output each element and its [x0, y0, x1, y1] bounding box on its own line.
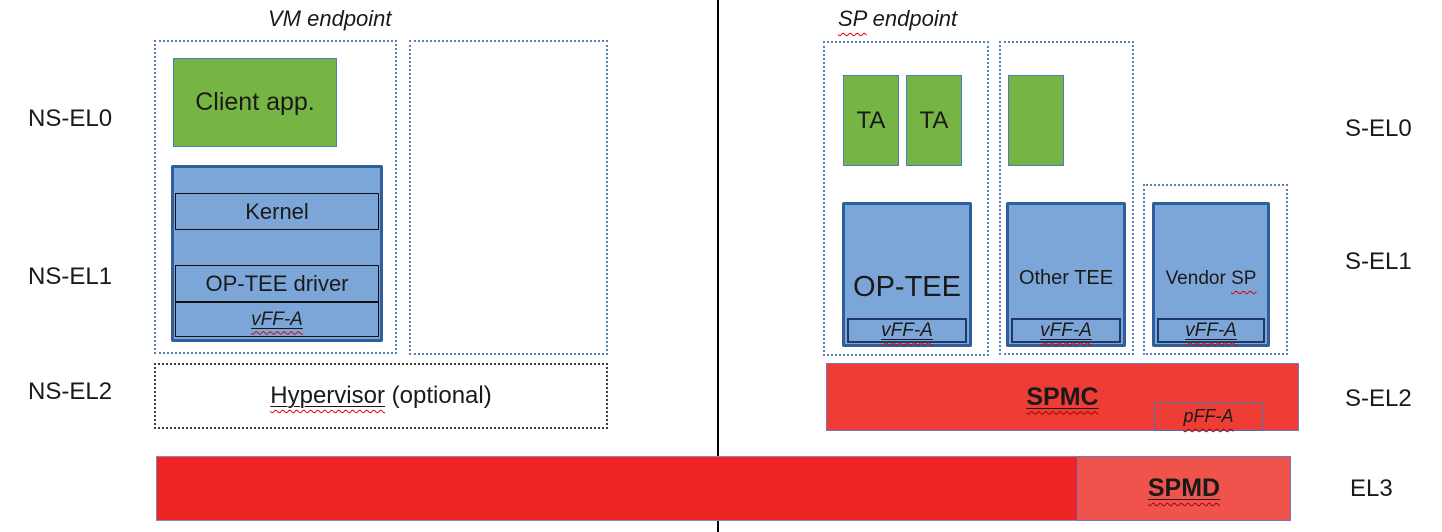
- optee-vffa-box: vFF-A: [847, 318, 967, 343]
- sp-endpoint-container-vendor-sp: [1143, 184, 1288, 355]
- optee-vffa-label: vFF-A: [881, 319, 933, 341]
- sp-endpoint-container-optee: [823, 41, 989, 356]
- vm-kernel-stack: Kernel OP-TEE driver vFF-A: [171, 165, 383, 342]
- optee-label: OP-TEE: [853, 271, 961, 303]
- level-label-ns-el1: NS-EL1: [28, 263, 113, 290]
- hypervisor-label: Hypervisor: [270, 382, 385, 409]
- ta-1-label: TA: [856, 106, 886, 134]
- vm-vffa-label: vFF-A: [251, 308, 303, 330]
- spmd-box: SPMD: [1077, 456, 1291, 521]
- optee-driver-label: OP-TEE driver: [205, 270, 349, 296]
- vendor-sp-vffa-label: vFF-A: [1185, 319, 1237, 341]
- sp-endpoint-title-rest: endpoint: [866, 6, 958, 31]
- spmc-label: SPMC: [1026, 382, 1099, 411]
- pffa-box: pFF-A: [1154, 402, 1263, 431]
- vendor-sp-label: Vendor SP: [1165, 268, 1257, 289]
- other-tee-box: Other TEE vFF-A: [1006, 202, 1126, 347]
- sp-endpoint-title: SP endpoint: [838, 6, 957, 32]
- level-label-s-el1: S-EL1: [1345, 248, 1412, 275]
- vm-endpoint-container: [154, 40, 397, 354]
- level-label-ns-el0: NS-EL0: [28, 105, 113, 132]
- spmd-label: SPMD: [1147, 474, 1221, 502]
- ta-box-1: TA: [843, 75, 899, 166]
- level-label-s-el0: S-EL0: [1345, 115, 1412, 142]
- level-label-ns-el2: NS-EL2: [28, 378, 113, 405]
- level-label-s-el2: S-EL2: [1345, 385, 1412, 412]
- client-app-box: Client app.: [173, 58, 337, 147]
- optee-driver-box: OP-TEE driver: [175, 265, 379, 302]
- hypervisor-box: Hypervisor (optional): [154, 363, 608, 429]
- sp-endpoint-title-sp: SP: [838, 6, 867, 31]
- normal-secure-divider-line: [717, 0, 719, 532]
- hypervisor-optional-label: (optional): [384, 382, 492, 409]
- other-tee-vffa-box: vFF-A: [1011, 318, 1121, 343]
- ta-box-unlabeled: [1008, 75, 1064, 166]
- optee-box: OP-TEE vFF-A: [842, 202, 972, 347]
- kernel-label: Kernel: [245, 198, 309, 224]
- vm-endpoint-empty-container: [409, 40, 608, 355]
- kernel-box: Kernel: [175, 193, 379, 230]
- level-label-el3: EL3: [1350, 475, 1393, 502]
- pffa-label: pFF-A: [1183, 406, 1234, 426]
- other-tee-vffa-label: vFF-A: [1040, 319, 1092, 341]
- other-tee-label: Other TEE: [1018, 267, 1114, 289]
- el3-firmware-bar: SPMD: [156, 456, 1291, 521]
- ta-2-label: TA: [919, 106, 949, 134]
- vendor-sp-box: Vendor SP vFF-A: [1152, 202, 1270, 347]
- vm-endpoint-title: VM endpoint: [268, 6, 392, 31]
- ta-box-2: TA: [906, 75, 962, 166]
- spmc-box: SPMC pFF-A: [826, 363, 1299, 431]
- vm-vffa-box: vFF-A: [175, 302, 379, 337]
- vendor-sp-vffa-box: vFF-A: [1157, 318, 1265, 343]
- sp-endpoint-container-other-tee: [999, 41, 1134, 355]
- client-app-label: Client app.: [195, 88, 315, 116]
